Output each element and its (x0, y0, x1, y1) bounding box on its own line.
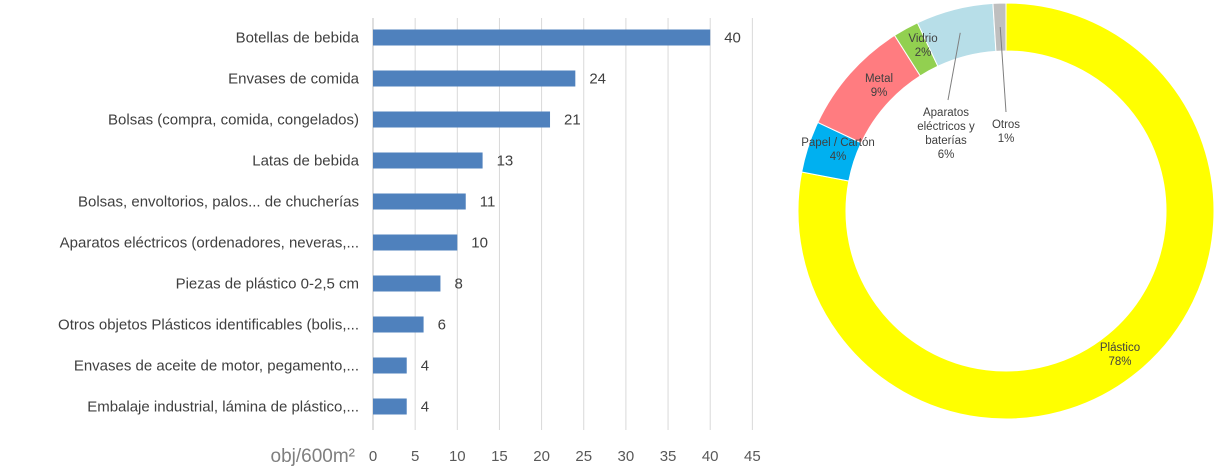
category-label: Latas de bebida (252, 153, 359, 170)
donut-labels: Plástico 78% Papel / Cartón 4% Metal 9% Vidrio… (801, 33, 1140, 368)
slice-label: Metal 9% (865, 73, 893, 99)
x-tick-label: 0 (369, 448, 377, 465)
category-label: Bolsas, envoltorios, palos... de chucher… (78, 194, 359, 211)
bar (373, 70, 576, 87)
x-axis-unit-label: obj/600m² (271, 446, 356, 467)
data-label: 4 (421, 358, 429, 375)
category-label: Botellas de bebida (236, 30, 360, 47)
donut-slices (797, 2, 1214, 420)
category-label: Envases de comida (228, 71, 360, 88)
bar-gridlines (372, 18, 753, 430)
slice-label: Papel / Cartón 4% (801, 137, 875, 163)
category-labels: Botellas de bebida Envases de comida Bolsa… (58, 30, 360, 416)
bar (373, 111, 551, 128)
slice-label: Otros 1% (992, 119, 1020, 145)
leader-line (999, 27, 1007, 113)
leader-lines (947, 27, 1007, 113)
x-tick-label: 10 (449, 448, 466, 465)
bar-series (373, 29, 711, 415)
donut-chart: Plástico 78% Papel / Cartón 4% Metal 9% Vidrio… (797, 2, 1214, 420)
leader-line (947, 32, 961, 101)
slice-label: Plástico 78% (1100, 342, 1140, 368)
data-label: 13 (497, 153, 514, 170)
category-label: Bolsas (compra, comida, congelados) (108, 112, 359, 129)
data-label: 8 (454, 276, 462, 293)
bar (373, 152, 483, 169)
data-label: 24 (589, 71, 606, 88)
x-tick-label: 35 (660, 448, 677, 465)
x-axis-ticks: 0 5 10 15 20 25 30 35 40 45 (369, 448, 761, 465)
data-label: 11 (480, 194, 496, 211)
slice-label: Vidrio 2% (908, 33, 937, 59)
bar (373, 316, 424, 333)
data-label: 4 (421, 399, 429, 416)
data-label: 21 (564, 112, 581, 129)
donut-slice (992, 2, 1007, 52)
category-label: Aparatos eléctricos (ordenadores, nevera… (60, 235, 359, 252)
x-tick-label: 5 (411, 448, 419, 465)
bar-chart: Botellas de bebida Envases de comida Bolsa… (58, 18, 761, 467)
category-label: Envases de aceite de motor, pegamento,..… (74, 358, 359, 375)
category-label: Embalaje industrial, lámina de plástico,… (87, 399, 359, 416)
data-label: 40 (724, 30, 741, 47)
data-label: 6 (438, 317, 446, 334)
x-tick-label: 25 (575, 448, 592, 465)
data-labels: 40 24 21 13 11 10 8 6 4 4 (421, 30, 741, 416)
x-tick-label: 45 (744, 448, 761, 465)
category-label: Piezas de plástico 0-2,5 cm (176, 276, 359, 293)
x-tick-label: 15 (491, 448, 508, 465)
bar (373, 234, 458, 251)
x-tick-label: 40 (702, 448, 719, 465)
bar (373, 357, 407, 374)
data-label: 10 (471, 235, 488, 252)
bar (373, 398, 407, 415)
slice-label: Aparatos eléctricos y baterías 6% (917, 107, 975, 161)
category-label: Otros objetos Plásticos identificables (… (58, 317, 359, 334)
x-tick-label: 30 (618, 448, 635, 465)
bar (373, 193, 466, 210)
bar (373, 275, 441, 292)
bar (373, 29, 711, 46)
x-tick-label: 20 (533, 448, 550, 465)
